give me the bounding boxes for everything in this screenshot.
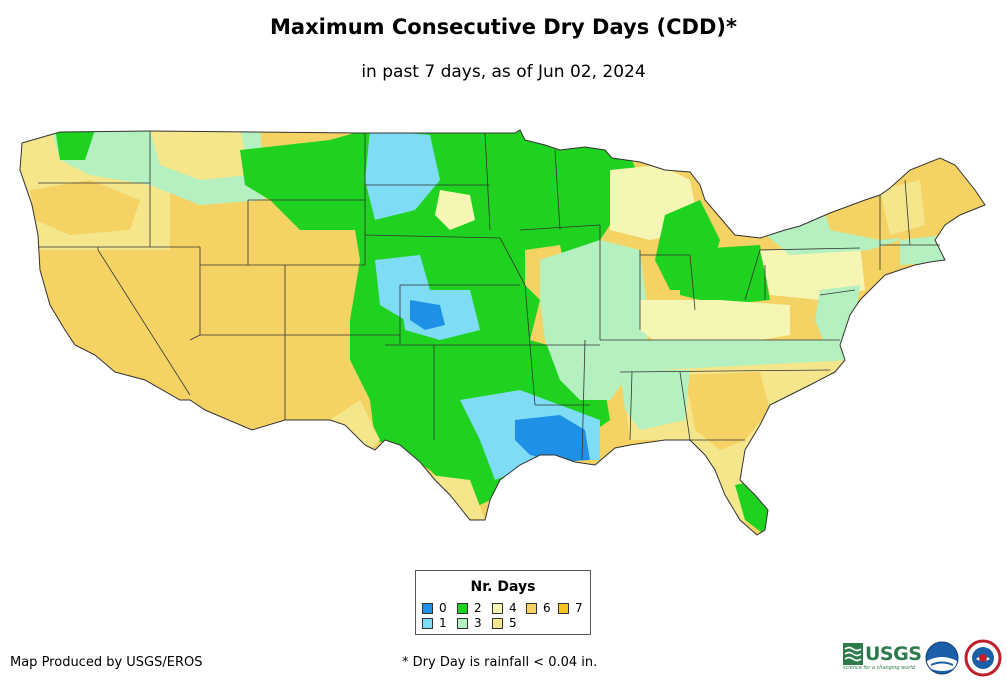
map-subtitle: in past 7 days, as of Jun 02, 2024: [361, 62, 646, 82]
legend-item: 4: [492, 602, 517, 615]
noaa-logo-icon: [925, 641, 959, 675]
legend-label: 0: [439, 601, 447, 615]
legend-label: 6: [543, 601, 551, 615]
legend-item: 0: [422, 602, 447, 615]
legend-swatch: [492, 603, 503, 614]
us-outline: [19, 129, 986, 536]
legend-swatch: [558, 603, 569, 614]
legend-label: 5: [509, 616, 517, 630]
legend-label: 1: [439, 616, 447, 630]
legend-label: 4: [509, 601, 517, 615]
legend-label: 3: [474, 616, 482, 630]
legend-item: 5: [492, 617, 517, 630]
legend-title: Nr. Days: [470, 579, 536, 595]
usgs-tagline: science for a changing world: [843, 665, 915, 671]
legend-swatch: [422, 603, 433, 614]
legend-item: 3: [457, 617, 482, 630]
usgs-waves-icon: [843, 643, 863, 665]
legend-label: 2: [474, 601, 482, 615]
legend-item: 1: [422, 617, 447, 630]
legend-swatch: [526, 603, 537, 614]
legend-swatch: [457, 603, 468, 614]
usgs-wordmark: USGS: [865, 643, 922, 665]
producer-credit: Map Produced by USGS/EROS: [10, 655, 203, 670]
map-title: Maximum Consecutive Dry Days (CDD)*: [270, 15, 737, 39]
usgs-logo: USGS: [843, 643, 922, 667]
state-borders: [38, 131, 940, 461]
legend-item: 6: [526, 602, 551, 615]
legend-swatch: [422, 618, 433, 629]
legend-item: 2: [457, 602, 482, 615]
dry-day-footnote: * Dry Day is rainfall < 0.04 in.: [402, 655, 598, 670]
nws-logo-icon: [964, 639, 1002, 677]
legend: Nr. Days 0 1 2 3 4 5 6 7: [415, 570, 591, 635]
legend-swatch: [457, 618, 468, 629]
legend-swatch: [492, 618, 503, 629]
legend-item: 7: [558, 602, 583, 615]
legend-label: 7: [575, 601, 583, 615]
